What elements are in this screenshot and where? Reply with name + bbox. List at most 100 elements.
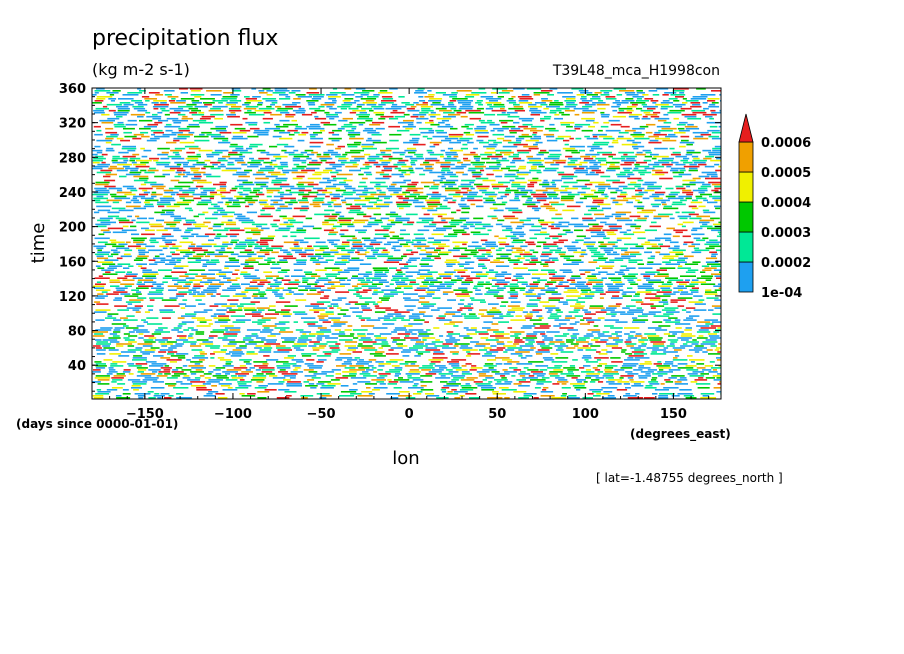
heatmap-cell (510, 161, 516, 164)
heatmap-cell (401, 165, 413, 168)
heatmap-cell (561, 113, 570, 116)
heatmap-cell (700, 327, 717, 329)
heatmap-cell (95, 319, 105, 321)
heatmap-cell (308, 127, 325, 130)
heatmap-cell (127, 92, 143, 94)
heatmap-cell (588, 125, 595, 128)
heatmap-cell (679, 121, 688, 124)
heatmap-cell (235, 245, 247, 248)
heatmap-cell (181, 315, 196, 317)
heatmap-cell (493, 209, 504, 212)
heatmap-cell (401, 351, 411, 353)
heatmap-cell (574, 315, 583, 317)
heatmap-cell (367, 96, 379, 98)
heatmap-cell (553, 189, 568, 192)
heatmap-cell (667, 339, 679, 341)
heatmap-cell (571, 217, 579, 220)
heatmap-cell (202, 263, 217, 265)
heatmap-cell (645, 113, 658, 116)
heatmap-cell (489, 123, 500, 126)
heatmap-cell (465, 261, 475, 263)
heatmap-cell (331, 227, 337, 230)
heatmap-cell (378, 347, 383, 349)
heatmap-cell (222, 339, 236, 341)
heatmap-cell (266, 191, 274, 194)
heatmap-cell (329, 163, 345, 166)
heatmap-cell (511, 307, 525, 309)
heatmap-cell (688, 349, 703, 351)
heatmap-cell (257, 323, 263, 325)
heatmap-cell (426, 201, 441, 204)
heatmap-cell (620, 253, 629, 256)
heatmap-cell (510, 353, 523, 355)
y-axis-units: (days since 0000-01-01) (16, 417, 178, 431)
heatmap-cell (650, 341, 666, 343)
heatmap-cell (178, 303, 187, 305)
heatmap-cell (558, 379, 568, 381)
heatmap-cell (361, 177, 368, 180)
heatmap-cell (341, 243, 350, 246)
heatmap-cell (231, 105, 242, 108)
heatmap-cell (235, 243, 247, 246)
heatmap-cell (412, 113, 427, 116)
heatmap-cell (486, 147, 495, 150)
heatmap-cell (378, 281, 389, 283)
heatmap-cell (530, 257, 538, 260)
heatmap-cell (483, 197, 494, 200)
heatmap-cell (143, 201, 150, 204)
heatmap-cell (533, 135, 541, 138)
heatmap-cell (648, 90, 658, 92)
heatmap-cell (230, 94, 240, 96)
heatmap-cell (545, 207, 555, 210)
heatmap-cell (239, 303, 256, 305)
heatmap-cell (112, 155, 120, 158)
heatmap-cell (341, 249, 355, 252)
heatmap-cell (202, 277, 216, 279)
heatmap-cell (332, 299, 342, 301)
heatmap-cell (421, 369, 431, 371)
heatmap-cell (513, 369, 522, 371)
heatmap-cell (529, 261, 542, 263)
heatmap-cell (222, 139, 229, 142)
heatmap-cell (485, 271, 499, 273)
heatmap-cell (254, 109, 271, 112)
heatmap-cell (626, 305, 636, 307)
heatmap-cell (296, 165, 307, 168)
heatmap-cell (410, 115, 419, 118)
heatmap-cell (97, 251, 111, 254)
heatmap-cell (425, 199, 440, 202)
heatmap-cell (670, 299, 686, 301)
heatmap-cell (326, 105, 333, 108)
heatmap-cell (679, 389, 692, 391)
heatmap-cell (359, 195, 375, 198)
heatmap-cell (645, 293, 657, 295)
heatmap-cell (542, 339, 554, 341)
heatmap-cell (555, 285, 570, 287)
heatmap-cell (145, 203, 154, 206)
heatmap-cell (585, 375, 599, 377)
heatmap-cell (491, 371, 500, 373)
heatmap-cell (246, 147, 253, 150)
heatmap-cell (542, 305, 556, 307)
heatmap-cell (205, 255, 210, 258)
heatmap-cell (372, 121, 385, 124)
heatmap-cell (356, 295, 362, 297)
heatmap-cell (138, 253, 146, 256)
heatmap-cell (427, 271, 438, 273)
heatmap-cell (638, 367, 651, 369)
heatmap-cell (280, 197, 296, 200)
heatmap-cell (677, 267, 691, 269)
heatmap-cell (530, 347, 536, 349)
heatmap-cell (366, 387, 371, 389)
heatmap-cell (601, 277, 607, 279)
heatmap-cell (530, 181, 538, 184)
heatmap-cell (309, 309, 325, 311)
heatmap-cell (220, 163, 225, 166)
heatmap-cell (446, 171, 453, 174)
heatmap-cell (169, 225, 176, 228)
heatmap-cell (558, 221, 570, 224)
colorbar-label: 0.0004 (761, 196, 811, 211)
heatmap-cell (683, 165, 700, 168)
heatmap-cell (178, 105, 193, 108)
heatmap-cell (209, 335, 218, 337)
